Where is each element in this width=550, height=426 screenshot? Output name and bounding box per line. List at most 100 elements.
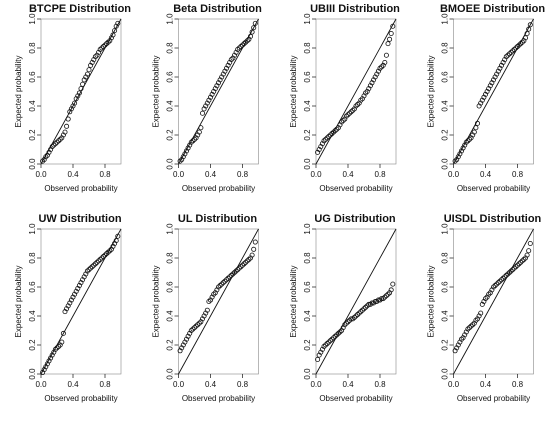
y-axis-label: Expected probability: [289, 265, 298, 337]
data-point: [251, 246, 257, 252]
y-tick-label: 0.0: [28, 368, 37, 380]
data-point: [478, 310, 484, 316]
data-point: [385, 291, 391, 297]
y-tick-label: 0.4: [441, 310, 450, 322]
y-tick-label: 0.4: [166, 100, 175, 112]
x-tick-label: 0.4: [342, 380, 354, 389]
data-point: [198, 125, 204, 131]
data-point: [503, 54, 509, 60]
y-tick-label: 0.2: [166, 129, 175, 141]
data-point: [196, 129, 202, 135]
y-tick-label: 1.0: [28, 223, 37, 235]
data-point: [52, 346, 58, 352]
y-tick-label: 0.8: [303, 42, 312, 54]
y-tick-label: 0.2: [441, 339, 450, 351]
plot-frame: [453, 18, 534, 165]
plot-frame: [178, 228, 259, 375]
data-point: [241, 261, 247, 267]
x-axis-label: Observed probability: [44, 184, 117, 193]
data-point: [471, 129, 477, 135]
y-tick-label: 1.0: [166, 223, 175, 235]
x-tick-label: 0.4: [205, 170, 217, 179]
data-point: [86, 67, 92, 73]
data-point: [363, 90, 369, 96]
data-point: [227, 274, 233, 280]
y-tick-label: 0.6: [28, 281, 37, 293]
qq-plot-panel: UL Distribution 0.0 0.4 0.8 0.0 0.2 0.4 0.6 0.8 1…: [152, 213, 259, 403]
chart-title: UISDL Distribution: [444, 213, 542, 225]
y-tick-label: 1.0: [28, 13, 37, 25]
data-point: [335, 330, 341, 336]
y-tick-label: 0.2: [303, 339, 312, 351]
data-point: [523, 35, 529, 41]
data-point: [217, 283, 223, 289]
y-tick-label: 0.6: [28, 71, 37, 83]
data-point: [331, 335, 337, 341]
y-axis-label: Expected probability: [289, 55, 298, 127]
data-point: [390, 23, 396, 29]
data-point: [513, 45, 519, 51]
data-point: [323, 136, 329, 142]
data-point: [100, 254, 106, 260]
data-point: [518, 259, 524, 265]
data-point: [99, 45, 105, 51]
data-point: [195, 322, 201, 328]
data-point: [252, 239, 258, 245]
data-point: [497, 278, 503, 284]
data-point: [383, 52, 389, 58]
data-point: [235, 46, 241, 52]
y-tick-label: 0.8: [441, 252, 450, 264]
data-point: [521, 256, 527, 262]
data-point: [515, 262, 521, 268]
data-point: [223, 277, 229, 283]
data-point: [110, 32, 116, 38]
data-point: [99, 255, 105, 261]
x-tick-label: 0.4: [342, 170, 354, 179]
chart-title: BMOEE Distribution: [440, 3, 545, 15]
data-point: [356, 310, 362, 316]
y-axis-label: Expected probability: [14, 265, 23, 337]
x-tick-label: 0.8: [99, 170, 111, 179]
data-point: [382, 60, 388, 66]
data-point: [465, 326, 471, 332]
data-point: [231, 269, 237, 275]
data-point: [527, 22, 533, 28]
data-point: [59, 339, 65, 345]
data-point: [505, 52, 511, 58]
chart-title: UBIII Distribution: [310, 3, 400, 15]
chart-title: UW Distribution: [38, 213, 121, 225]
data-point: [468, 323, 474, 329]
data-point: [51, 142, 57, 148]
data-point: [508, 49, 514, 55]
qq-plot-panel: UW Distribution 0.0 0.4 0.8 0.0 0.2 0.4 0.6 0.8 1…: [14, 213, 122, 403]
y-axis-label: Expected probability: [152, 265, 161, 337]
qq-plot-panel: BTCPE Distribution 0.0 0.4 0.8 0.0 0.2 0.4 0.6 0…: [14, 3, 131, 193]
x-tick-label: 0.0: [173, 380, 185, 389]
data-point: [343, 320, 349, 326]
x-tick-label: 0.8: [237, 380, 249, 389]
data-point: [486, 291, 492, 297]
x-axis-label: Observed probability: [182, 394, 255, 403]
data-point: [113, 238, 119, 244]
data-point: [513, 264, 519, 270]
data-point: [355, 102, 361, 108]
data-point: [388, 287, 394, 293]
data-point: [323, 342, 329, 348]
data-point: [511, 265, 517, 271]
y-tick-label: 0.2: [28, 339, 37, 351]
data-point: [321, 343, 327, 349]
data-point: [324, 135, 330, 141]
data-point: [321, 138, 327, 144]
plot-frame: [40, 18, 122, 165]
data-point: [190, 326, 196, 332]
reference-line: [178, 18, 259, 165]
y-tick-label: 1.0: [166, 13, 175, 25]
data-point: [204, 307, 210, 313]
data-point: [326, 339, 332, 345]
data-point: [60, 330, 66, 336]
data-point: [84, 268, 90, 274]
data-point: [345, 112, 351, 118]
data-point: [215, 284, 221, 290]
data-point: [502, 274, 508, 280]
